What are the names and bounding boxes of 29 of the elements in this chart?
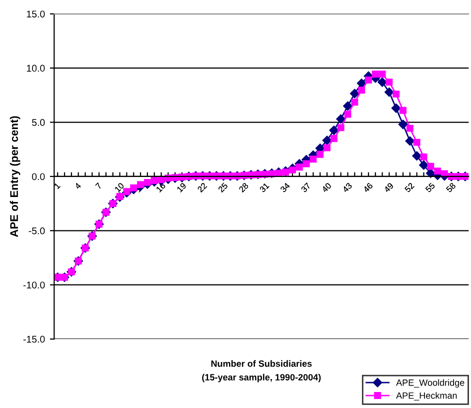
x-tick-label: 55: [425, 182, 436, 193]
y-tick-label: 0.0: [32, 173, 45, 180]
legend-label: APE_Wooldridge: [396, 379, 464, 388]
y-tick-label: -10.0: [23, 282, 45, 288]
x-tick-label: 28: [238, 182, 249, 193]
y-axis-title: APE of Entry (per cent): [10, 116, 20, 237]
x-tick-label: 4: [74, 182, 82, 190]
x-tick-label: 7: [95, 182, 102, 190]
y-tick-label: 15.0: [26, 10, 45, 18]
x-tick-label: 25: [218, 182, 228, 193]
x-tick-label: 31: [259, 182, 270, 193]
x-tick-label: 1: [54, 182, 60, 190]
y-tick-label: 10.0: [26, 64, 45, 72]
x-tick-label: 46: [362, 182, 374, 193]
x-tick-label: 49: [383, 182, 394, 193]
x-tick-label: 34: [280, 182, 290, 193]
y-tick-label: -15.0: [23, 336, 45, 343]
x-tick-label: 22: [197, 182, 208, 193]
y-tick-label: 5.0: [32, 119, 45, 126]
x-tick-label: 10: [114, 182, 124, 192]
legend-label: APE_Heckman: [396, 392, 457, 400]
x-axis-title: Number of Subsidiaries (15-year sample, 1990-2004): [202, 360, 321, 382]
x-tick-label: 52: [404, 182, 414, 193]
x-tick-label: 40: [321, 182, 332, 193]
x-tick-label: 58: [446, 182, 456, 193]
x-tick-label: 19: [176, 182, 187, 192]
x-tick-label: 43: [342, 182, 352, 193]
x-tick-label: 37: [300, 182, 311, 193]
y-tick-label: -5.0: [28, 227, 45, 234]
